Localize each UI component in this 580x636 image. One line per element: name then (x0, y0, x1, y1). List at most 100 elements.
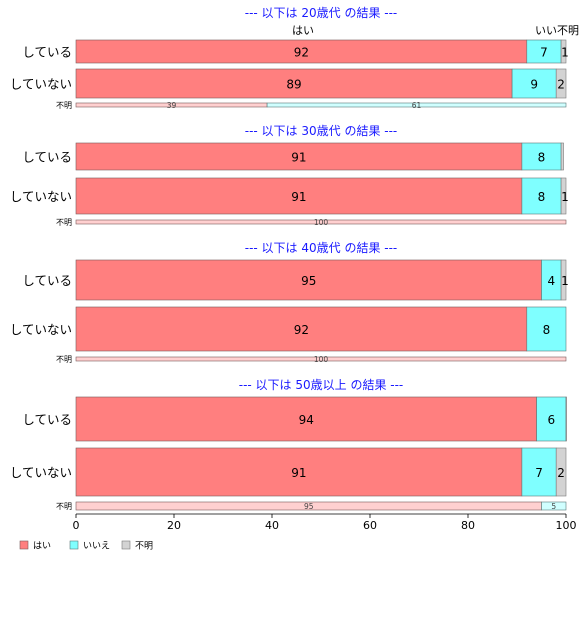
category-label: している (22, 273, 72, 288)
legend-swatch (19, 540, 29, 550)
legend: はい いいえ 不明 (19, 540, 153, 552)
data-label: 61 (412, 101, 422, 110)
bar-segment-yes (75, 306, 528, 352)
data-label: 91 (291, 466, 306, 480)
data-label: 2 (557, 466, 565, 480)
bar-row: している 92 7 1 (22, 39, 569, 64)
panel-2: --- 以下は 30歳代 の結果 --- している 91 8 していない 91 8 1 不明 10… (10, 124, 569, 227)
data-label: 92 (294, 323, 309, 337)
bar-segment-unknown (555, 447, 567, 497)
bar-segment-no (521, 447, 557, 497)
data-label: 91 (291, 151, 306, 165)
panel-title: --- 以下は 40歳代 の結果 --- (245, 241, 398, 255)
legend-swatch (121, 540, 131, 550)
bar-segment-yes (75, 396, 537, 442)
data-label: 7 (540, 46, 548, 60)
bar-segment-no (521, 142, 562, 171)
bar-row: している 94 6 (22, 396, 567, 442)
bar-segment-yes (75, 356, 567, 362)
data-label: 89 (286, 78, 301, 92)
header-label-unknown: 不明 (557, 24, 579, 37)
bar-segment-unknown (560, 259, 567, 301)
data-label: 100 (314, 218, 329, 227)
bar-row: していない 91 7 2 (10, 447, 567, 497)
tick-label: 100 (556, 519, 577, 532)
header-label-yes: はい (292, 24, 314, 37)
legend-swatch (69, 540, 79, 550)
bar-segment-yes (75, 142, 523, 171)
legend-label: 不明 (135, 541, 153, 552)
panel-4: --- 以下は 50歳以上 の結果 --- している 94 6 していない 91 7 2 不明 9… (10, 378, 567, 511)
bar-row: している 95 4 1 (22, 259, 569, 301)
bar-segment-unknown (560, 177, 567, 215)
category-label: 不明 (56, 101, 72, 110)
bar-row: 不明 100 (56, 218, 567, 227)
data-label: 92 (294, 46, 309, 60)
panel-title: --- 以下は 50歳以上 の結果 --- (239, 378, 404, 392)
data-label: 39 (167, 101, 177, 110)
tick-label: 80 (461, 519, 475, 532)
tick-label: 40 (265, 519, 279, 532)
data-label: 8 (543, 323, 551, 337)
bar-segment-no (541, 501, 567, 511)
category-label: 不明 (56, 502, 72, 511)
category-label: している (22, 45, 72, 60)
category-label: している (22, 412, 72, 427)
data-label: 9 (530, 78, 538, 92)
data-label: 95 (301, 274, 316, 288)
data-label: 4 (547, 274, 555, 288)
x-axis: 0 20 40 60 80 100 (73, 513, 577, 532)
bar-segment-yes (75, 219, 567, 225)
data-label: 1 (561, 190, 569, 204)
bar-segment-yes (75, 447, 523, 497)
data-label: 95 (304, 502, 314, 511)
category-label: していない (10, 189, 72, 204)
data-label: 94 (299, 413, 314, 427)
category-label: 不明 (56, 355, 72, 364)
bar-row: 不明 95 5 (56, 501, 567, 511)
bar-segment-unknown (565, 396, 567, 442)
data-label: 1 (561, 46, 569, 60)
category-label: している (22, 150, 72, 165)
bar-row: 不明 100 (56, 355, 567, 364)
data-label: 7 (535, 466, 543, 480)
category-label: していない (10, 322, 72, 337)
bar-row: していない 92 8 (10, 306, 567, 352)
tick-label: 0 (73, 519, 80, 532)
panel-title: --- 以下は 30歳代 の結果 --- (245, 124, 398, 138)
tick-label: 60 (363, 519, 377, 532)
panel-title: --- 以下は 20歳代 の結果 --- (245, 6, 398, 20)
data-label: 100 (314, 355, 329, 364)
bar-segment-no (536, 396, 567, 442)
bar-row: している 91 8 (22, 142, 564, 171)
data-label: 91 (291, 190, 306, 204)
bar-row: していない 89 9 2 (10, 68, 567, 99)
bar-segment-yes (75, 177, 523, 215)
bar-segment-unknown (560, 39, 567, 64)
data-label: 8 (538, 190, 546, 204)
panel-3: --- 以下は 40歳代 の結果 --- している 95 4 1 していない 92 8 不明 10… (10, 241, 569, 364)
header-label-no: いい (535, 24, 557, 37)
category-label: していない (10, 77, 72, 92)
category-label: 不明 (56, 218, 72, 227)
category-label: していない (10, 465, 72, 480)
data-label: 2 (557, 78, 565, 92)
data-label: 1 (561, 274, 569, 288)
bar-row: していない 91 8 1 (10, 177, 569, 215)
legend-label: はい (33, 541, 51, 552)
data-label: 8 (538, 151, 546, 165)
tick-label: 20 (167, 519, 181, 532)
bar-segment-no (526, 306, 567, 352)
data-label: 6 (547, 413, 555, 427)
bar-row: 不明 39 61 (56, 101, 567, 110)
bar-segment-unknown (560, 142, 564, 171)
bar-segment-unknown (555, 68, 567, 99)
data-label: 5 (551, 502, 556, 511)
bar-segment-yes (75, 259, 542, 301)
bar-segment-no (511, 68, 557, 99)
legend-label: いいえ (83, 541, 110, 552)
bar-segment-no (266, 102, 567, 108)
